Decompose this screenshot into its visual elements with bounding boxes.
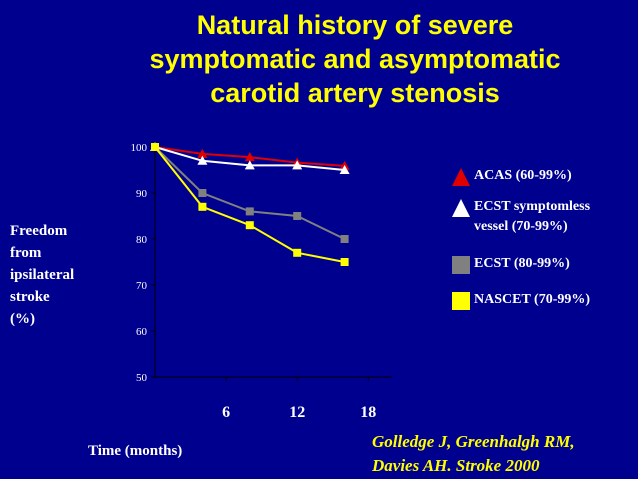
y-tick-label: 100: [131, 142, 148, 154]
y-axis-label-line: ipsilateral: [10, 267, 75, 283]
y-tick-label: 60: [136, 326, 148, 338]
series-point: [151, 143, 159, 151]
series-point: [244, 152, 255, 162]
y-tick-label: 70: [136, 280, 148, 292]
series-point: [197, 148, 208, 158]
legend-label-acas: ACAS (60-99%): [474, 168, 572, 183]
series-point: [245, 207, 254, 216]
y-tick-label: 50: [136, 372, 148, 384]
title-line-3: carotid artery stenosis: [210, 78, 500, 108]
series-point: [244, 160, 255, 170]
legend-label-nascet: NASCET (70-99%): [474, 292, 591, 307]
white-triangle-icon: [452, 199, 470, 217]
series-point: [198, 202, 207, 211]
citation-line-1: Golledge J, Greenhalgh RM,: [372, 432, 575, 451]
x-tick-label: 12: [289, 404, 305, 421]
x-tick-label: 6: [222, 404, 230, 421]
yellow-square-icon: [452, 292, 470, 310]
y-tick-label: 80: [136, 234, 148, 246]
y-axis-label: Freedom from ipsilateral stroke (%): [10, 220, 74, 330]
chart-series: [150, 142, 350, 266]
series-point: [339, 165, 350, 174]
series-point: [340, 235, 349, 243]
series-point: [292, 160, 303, 170]
title-line-1: Natural history of severe: [196, 10, 514, 40]
chart-ticks: 50 60 70 80 90 100 6 12 18: [131, 142, 377, 421]
legend-label-ecst-symptomless: ECST symptomless vessel (70-99%): [474, 197, 590, 237]
series-point: [245, 221, 254, 230]
series-point: [293, 248, 302, 257]
citation: Golledge J, Greenhalgh RM, Davies AH. St…: [372, 430, 575, 478]
title-line-2: symptomatic and asymptomatic: [149, 44, 561, 74]
y-axis-label-line: from: [10, 245, 42, 261]
legend-label-ecst: ECST (80-99%): [474, 256, 570, 271]
x-axis-label: Time (months): [88, 443, 183, 459]
y-axis-label-line: Freedom: [10, 223, 68, 239]
legend-label-line: vessel (70-99%): [474, 219, 568, 234]
x-tick-label: 18: [360, 404, 376, 421]
gray-square-icon: [452, 256, 470, 274]
y-tick-label: 90: [136, 188, 148, 200]
citation-line-2: Davies AH. Stroke 2000: [372, 456, 540, 475]
series-point: [340, 258, 349, 266]
series-point: [293, 212, 302, 220]
series-point: [197, 155, 208, 165]
y-axis-label-line: stroke: [10, 289, 50, 305]
chart-axes: [154, 147, 392, 378]
legend-label-line: ECST symptomless: [474, 199, 591, 214]
y-axis-label-line: (%): [10, 311, 35, 327]
red-triangle-icon: [452, 168, 470, 186]
series-point: [198, 189, 207, 197]
slide-title: Natural history of severe symptomatic an…: [90, 8, 620, 110]
